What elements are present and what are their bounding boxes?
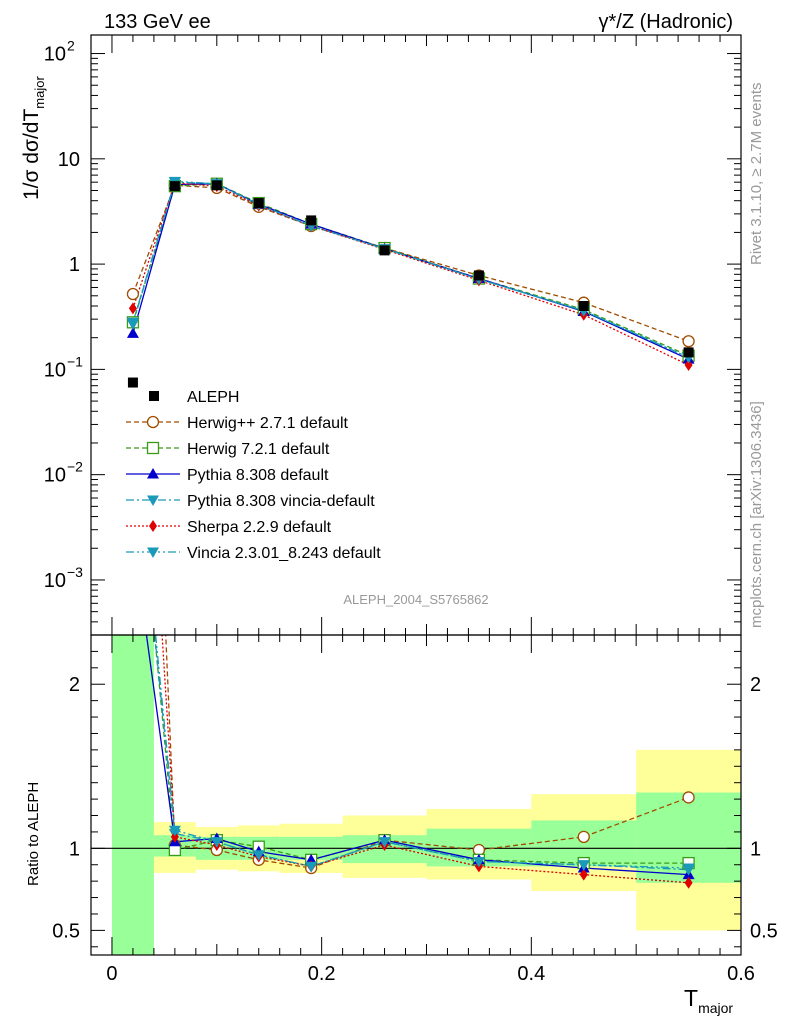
svg-text:1/σ dσ/dTmajor: 1/σ dσ/dTmajor [20,76,47,200]
legend-marker-herwig7 [146,441,160,455]
main-point-sherpa [128,302,137,315]
main-y-tick-label: 10 [44,570,66,592]
legend-label: Pythia 8.308 default [187,467,329,484]
main-y-tick-label: 10 [44,359,66,381]
main-y-tick-label: 10 [44,44,66,66]
data-point-aleph [473,270,484,281]
ratio-point-vincia [210,837,223,848]
main-series-group [126,176,695,372]
ratio-series-line-herwigpp [165,635,689,869]
ratio-point-pythia [305,853,318,865]
x-axis-label-text: T [684,985,698,1011]
main-point-vincia [126,317,139,329]
x-tick-label: 0.4 [517,963,545,985]
analysis-id-label: ALEPH_2004_S5765862 [343,592,488,607]
data-point-aleph [211,180,222,191]
ratio-point-pythia [127,531,139,542]
main-point-sherpa [684,359,693,372]
ratio-y-tick-label: 0.5 [52,920,80,942]
legend-label: Pythia 8.308 vincia-default [187,493,375,510]
ratio-point-herwigpp [682,791,695,804]
ratio-point-sherpa [579,868,588,881]
data-point-aleph [379,245,390,256]
legend-marker-vincia [147,547,159,558]
main-series-line-pythia [132,183,689,360]
data-point-aleph [683,347,694,358]
data-point-aleph [306,215,317,226]
data-point-aleph [578,300,589,311]
ratio-ylabel: Ratio to ALEPH [25,782,42,886]
data-point-aleph [253,198,264,209]
ratio-series-line-pythia_vincia [154,635,689,871]
ratio-series-line-sherpa [161,635,689,884]
x-axis-label: Tmajor [684,985,733,1016]
x-axis-label-sub: major [698,1000,733,1016]
legend-label: Herwig 7.2.1 default [187,441,330,458]
main-ylabel-sub: major [32,76,47,109]
ratio-point-herwigpp [577,830,590,843]
main-data-points [127,180,694,388]
main-series-line-pythia_vincia [132,181,689,358]
ratio-series-group [127,170,695,889]
main-y-tick-exponent: −1 [67,353,83,369]
legend-label: Vincia 2.3.01_8.243 default [187,545,381,562]
main-series-line-sherpa [132,182,689,366]
header-energy-label: 133 GeV ee [104,11,211,33]
legend-marker-aleph [149,391,159,401]
ratio-frame [90,634,742,956]
legend-marker-sherpa [149,520,157,532]
legend-label: Sherpa 2.2.9 default [187,519,332,536]
legend-label: ALEPH [187,389,239,406]
ratio-band-inner [111,635,154,955]
main-point-herwigpp [126,287,140,301]
legend-label: Herwig++ 2.7.1 default [187,415,349,432]
main-y-tick-exponent: −3 [67,564,83,580]
legend-marker-herwigpp [146,415,160,429]
x-tick-label: 0 [106,963,117,985]
ratio-y-tick-label-right: 1 [750,838,761,860]
main-point-pythia [126,327,139,338]
main-series-line-herwig7 [132,183,689,357]
mcplots-label: mcplots.cern.ch [arXiv:1306.3436] [748,401,765,628]
main-y-tick-label: 10 [44,465,66,487]
main-series-line-herwigpp [132,184,689,342]
main-ylabel: 1/σ dσ/dTmajor [20,76,47,200]
main-y-tick-label: 10 [58,149,80,171]
ratio-point-vincia [127,401,139,412]
main-y-tick-exponent: 2 [67,38,75,54]
header-process-label: γ*/Z (Hadronic) [599,11,733,33]
main-y-tick-exponent: −2 [67,459,83,475]
rivet-version-label: Rivet 3.1.10, ≥ 2.7M events [748,83,765,266]
ratio-point-vincia [305,861,318,873]
main-series-line-vincia [132,180,689,358]
main-ylabel-text: 1/σ dσ/dT [20,109,43,200]
ratio-point-vincia [378,837,391,848]
data-point-aleph [127,377,138,388]
data-point-aleph [169,181,180,192]
ratio-y-tick-label: 2 [69,674,80,696]
main-y-tick-label: 1 [69,254,80,276]
ratio-uncertainty-bands [111,635,741,955]
ratio-point-sherpa [170,830,179,843]
legend-marker-pythia_vincia [147,495,159,506]
legend-marker-pythia [147,468,159,479]
x-tick-label: 0.6 [727,963,755,985]
ratio-y-tick-label: 1 [69,838,80,860]
ratio-point-herwig7 [127,400,138,411]
ratio-point-sherpa [129,170,137,182]
ratio-y-tick-label-right: 2 [750,674,761,696]
ratio-point-vincia [682,863,695,875]
legend: ALEPH Herwig++ 2.7.1 default Herwig 7.2.1 … [126,389,381,562]
ratio-point-vincia [577,860,590,871]
main-point-herwigpp [682,335,695,348]
ratio-point-vincia [472,856,485,868]
ratio-y-tick-label-right: 0.5 [750,920,778,942]
ratio-point-vincia [252,850,265,861]
x-tick-label: 0.2 [308,963,336,985]
ratio-point-sherpa [684,876,693,889]
ratio-point-vincia [168,825,181,837]
